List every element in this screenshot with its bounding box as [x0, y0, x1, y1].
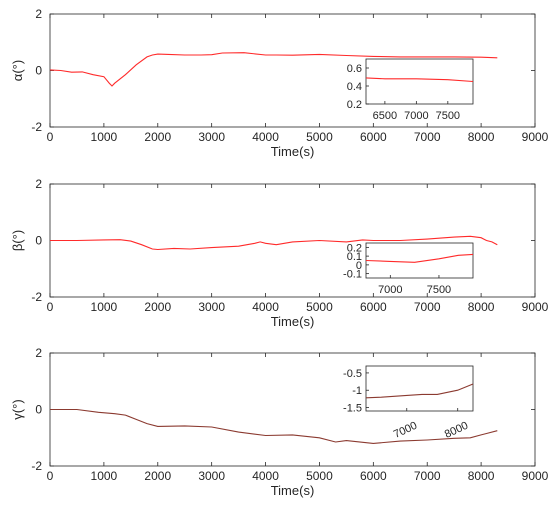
y-tick-label: 2 [35, 177, 42, 191]
x-tick-label: 9000 [522, 300, 549, 314]
inset-chart: 0.2 0.4 0.6 6500 7000 7500 [347, 58, 474, 122]
x-tick-label: 3000 [198, 300, 225, 314]
x-tick-label: 8000 [468, 130, 495, 144]
inset-area [365, 58, 474, 105]
x-tick-label: 8000 [468, 300, 495, 314]
x-tick-label: 6000 [360, 469, 387, 483]
x-tick-label: 4000 [252, 130, 279, 144]
y-tick-label: 0 [35, 403, 42, 417]
x-tick-label: 0 [47, 300, 54, 314]
x-tick-label: 7000 [414, 469, 441, 483]
series-line-1 [49, 52, 498, 87]
y-axis-label: γ(°) [10, 399, 25, 419]
y-tick-label: 2 [35, 346, 42, 360]
inset-x-tick-label: 7500 [436, 110, 460, 122]
chart-panel-2: 0 1000 2000 3000 4000 5000 6000 7000 8000 9000 -2 0… [10, 177, 549, 329]
x-tick-label: 1000 [91, 130, 118, 144]
x-tick-label: 4000 [252, 469, 279, 483]
chart-panel-3: 0 1000 2000 3000 4000 5000 6000 7000 8000 9000 -2 0… [10, 346, 549, 498]
inset-y-tick-label: -1.5 [343, 403, 362, 415]
x-tick-label: 9000 [522, 130, 549, 144]
x-axis-label: Time(s) [271, 483, 315, 498]
x-tick-label: 5000 [306, 130, 333, 144]
inset-y-tick-label: 0 [356, 260, 362, 272]
inset-y-tick-label: 0.1 [347, 251, 362, 263]
x-tick-label: 6000 [360, 130, 387, 144]
y-axis-label: α(°) [10, 60, 25, 81]
x-tick-label: 7000 [414, 300, 441, 314]
x-tick-label: 0 [47, 469, 54, 483]
inset-y-tick-label: -0.1 [343, 269, 362, 281]
inset-series-line [365, 77, 474, 83]
inset-series-line [365, 383, 474, 399]
x-tick-label: 1000 [91, 300, 118, 314]
y-tick-label: 0 [35, 234, 42, 248]
inset-series-line [365, 253, 474, 263]
x-tick-label: 8000 [468, 469, 495, 483]
inset-x-tick-label: 6500 [373, 110, 397, 122]
x-tick-label: 2000 [144, 130, 171, 144]
inset-chart: -0.100.10.2 7000 7500 [343, 242, 474, 296]
series-line-1 [50, 235, 498, 251]
x-tick-label: 5000 [306, 469, 333, 483]
y-tick-label: -2 [31, 120, 42, 134]
inset-area [365, 365, 474, 412]
y-tick-label: -2 [31, 290, 42, 304]
x-tick-label: 4000 [252, 300, 279, 314]
series-line-1 [50, 408, 498, 444]
x-tick-label: 2000 [144, 300, 171, 314]
chart-panel-1: 0 1000 2000 3000 4000 5000 6000 7000 8000 9000 -2 0… [10, 7, 549, 159]
inset-x-tick-label: 7000 [404, 110, 428, 122]
inset-y-tick-label: 0.6 [347, 63, 362, 75]
x-tick-label: 6000 [360, 300, 387, 314]
x-tick-label: 3000 [198, 469, 225, 483]
x-tick-label: 2000 [144, 469, 171, 483]
y-tick-label: -2 [31, 459, 42, 473]
x-tick-label: 5000 [306, 300, 333, 314]
y-axis-label: β(°) [10, 230, 25, 251]
x-tick-label: 1000 [91, 469, 118, 483]
x-axis-label: Time(s) [271, 314, 315, 329]
inset-y-tick-label: 0.4 [347, 81, 362, 93]
inset-x-tick-label: 7000 [378, 284, 402, 296]
inset-y-tick-label: -0.5 [343, 368, 362, 380]
inset-y-tick-label: -1 [352, 385, 362, 397]
x-axis-label: Time(s) [271, 144, 315, 159]
inset-x-tick-label: 7500 [427, 284, 451, 296]
x-tick-label: 7000 [414, 130, 441, 144]
x-tick-label: 3000 [198, 130, 225, 144]
x-tick-label: 0 [47, 130, 54, 144]
y-tick-label: 2 [35, 7, 42, 21]
inset-y-tick-label: 0.2 [347, 99, 362, 111]
x-tick-label: 9000 [522, 469, 549, 483]
y-tick-label: 0 [35, 64, 42, 78]
inset-y-tick-label: 0.2 [347, 242, 362, 254]
inset-area [365, 242, 474, 279]
